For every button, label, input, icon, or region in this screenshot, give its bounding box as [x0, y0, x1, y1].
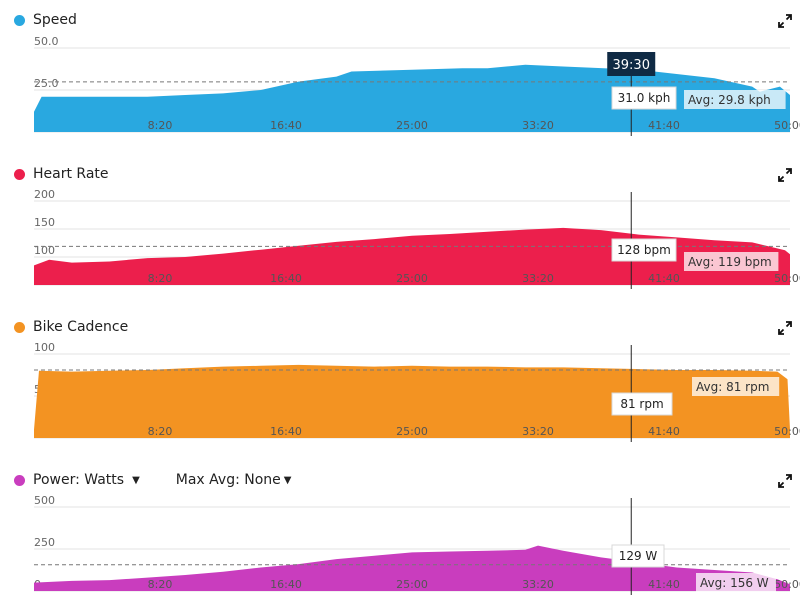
heart-rate-legend-dot: [14, 168, 25, 180]
cursor-value-tooltip: 128 bpm: [611, 238, 677, 262]
cursor-time-label: 39:30: [607, 52, 656, 76]
expand-icon[interactable]: [778, 168, 792, 182]
average-label-bg: [696, 573, 776, 592]
caret-down-icon: ▼: [132, 474, 140, 486]
power-chart: 50025008:2016:4025:0033:2041:4050:00Avg:…: [34, 494, 800, 595]
x-tick-label: 50:00: [774, 119, 800, 132]
power-panel: Power: Watts ▼ Max Avg: None ▼ 50025008:…: [0, 470, 800, 601]
x-tick-label: 16:40: [270, 119, 302, 132]
heart-rate-title: Heart Rate: [14, 164, 109, 184]
expand-icon[interactable]: [778, 321, 792, 335]
speed-title-label: Speed: [33, 12, 77, 28]
power-metric-dropdown[interactable]: Power: Watts ▼: [33, 472, 140, 488]
y-tick-label: 100: [34, 341, 55, 354]
y-tick-label: 25.0: [34, 77, 59, 90]
cursor-value-tooltip: 31.0 kph: [611, 86, 677, 110]
cursor-value-text: 128 bpm: [617, 243, 671, 257]
series-area: [34, 545, 790, 591]
cadence-title: Bike Cadence: [14, 317, 128, 337]
heart-rate-panel: Heart Rate 200150100508:2016:4025:0033:2…: [0, 164, 800, 294]
x-tick-label: 16:40: [270, 425, 302, 438]
power-title: Power: Watts ▼ Max Avg: None ▼: [14, 470, 291, 490]
y-tick-label: 50.0: [34, 35, 59, 48]
heart-rate-title-label: Heart Rate: [33, 166, 109, 182]
caret-down-icon: ▼: [283, 474, 292, 486]
x-tick-label: 25:00: [396, 272, 428, 285]
cursor-time-text: 39:30: [613, 58, 650, 73]
average-label-bg: [692, 377, 780, 396]
average-label: Avg: 29.8 kph: [684, 90, 786, 109]
series-area: [34, 227, 790, 285]
speed-chart: 50.025.00.08:2016:4025:0033:2041:4050:00…: [34, 35, 800, 136]
x-tick-label: 50:00: [774, 272, 800, 285]
average-label: Avg: 81 rpm: [692, 377, 780, 396]
cursor-time-bg: [607, 52, 656, 76]
average-label-bg: [684, 252, 779, 271]
x-tick-label: 8:20: [148, 578, 173, 591]
cursor-value-bg: [611, 392, 673, 416]
y-tick-label: 500: [34, 494, 55, 507]
x-tick-label: 41:40: [648, 578, 680, 591]
x-tick-label: 8:20: [148, 119, 173, 132]
cursor-value-text: 81 rpm: [620, 397, 663, 411]
power-metric-label: Power: Watts: [33, 472, 125, 488]
x-tick-label: 41:40: [648, 272, 680, 285]
x-tick-label: 33:20: [522, 578, 554, 591]
cadence-chart: 1005008:2016:4025:0033:2041:4050:00Avg: …: [34, 341, 800, 442]
average-label-text: Avg: 29.8 kph: [688, 93, 771, 107]
x-tick-label: 50:00: [774, 578, 800, 591]
max-avg-label: Max Avg: None: [175, 472, 281, 488]
cadence-panel: Bike Cadence 1005008:2016:4025:0033:2041…: [0, 317, 800, 447]
cursor-value-bg: [611, 544, 665, 568]
x-tick-label: 25:00: [396, 425, 428, 438]
x-tick-label: 41:40: [648, 425, 680, 438]
x-tick-label: 50:00: [774, 425, 800, 438]
y-tick-label: 150: [34, 216, 55, 229]
cadence-legend-dot: [14, 321, 25, 333]
average-label-text: Avg: 119 bpm: [688, 255, 772, 269]
x-tick-label: 41:40: [648, 119, 680, 132]
speed-panel: Speed 50.025.00.08:2016:4025:0033:2041:4…: [0, 10, 800, 140]
speed-legend-dot: [14, 14, 25, 26]
average-label: Avg: 119 bpm: [684, 252, 779, 271]
y-tick-label: 200: [34, 188, 55, 201]
series-area: [34, 364, 790, 438]
x-tick-label: 8:20: [148, 425, 173, 438]
y-tick-label: 100: [34, 244, 55, 257]
speed-title: Speed: [14, 10, 77, 30]
cursor-value-bg: [611, 238, 677, 262]
x-tick-label: 33:20: [522, 119, 554, 132]
cursor-value-text: 129 W: [619, 549, 658, 563]
x-tick-label: 33:20: [522, 425, 554, 438]
x-tick-label: 25:00: [396, 119, 428, 132]
cursor-value-text: 31.0 kph: [618, 91, 671, 105]
cursor-value-tooltip: 81 rpm: [611, 392, 673, 416]
max-avg-dropdown[interactable]: Max Avg: None ▼: [176, 472, 292, 488]
x-tick-label: 16:40: [270, 272, 302, 285]
heart-rate-chart: 200150100508:2016:4025:0033:2041:4050:00…: [34, 188, 800, 289]
cursor-value-bg: [611, 86, 677, 110]
average-label-bg: [684, 90, 786, 109]
expand-icon[interactable]: [778, 474, 792, 488]
average-label-text: Avg: 81 rpm: [696, 380, 769, 394]
y-tick-label: 250: [34, 536, 55, 549]
x-tick-label: 33:20: [522, 272, 554, 285]
x-tick-label: 8:20: [148, 272, 173, 285]
expand-icon[interactable]: [778, 14, 792, 28]
average-label-text: Avg: 156 W: [700, 576, 769, 590]
x-tick-label: 25:00: [396, 578, 428, 591]
cadence-title-label: Bike Cadence: [33, 319, 129, 335]
x-tick-label: 16:40: [270, 578, 302, 591]
average-label: Avg: 156 W: [696, 573, 776, 592]
cursor-value-tooltip: 129 W: [611, 544, 665, 568]
power-legend-dot: [14, 474, 25, 486]
